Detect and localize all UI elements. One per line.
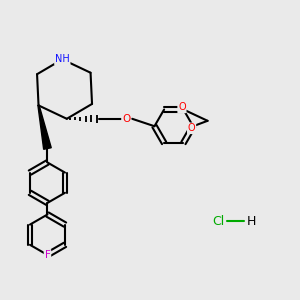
Text: O: O <box>122 114 130 124</box>
Text: O: O <box>178 102 186 112</box>
Text: Cl: Cl <box>212 215 224 228</box>
Text: O: O <box>188 123 195 133</box>
Text: H: H <box>246 215 256 228</box>
Polygon shape <box>38 105 51 149</box>
Text: F: F <box>44 250 50 260</box>
Text: NH: NH <box>55 54 70 64</box>
